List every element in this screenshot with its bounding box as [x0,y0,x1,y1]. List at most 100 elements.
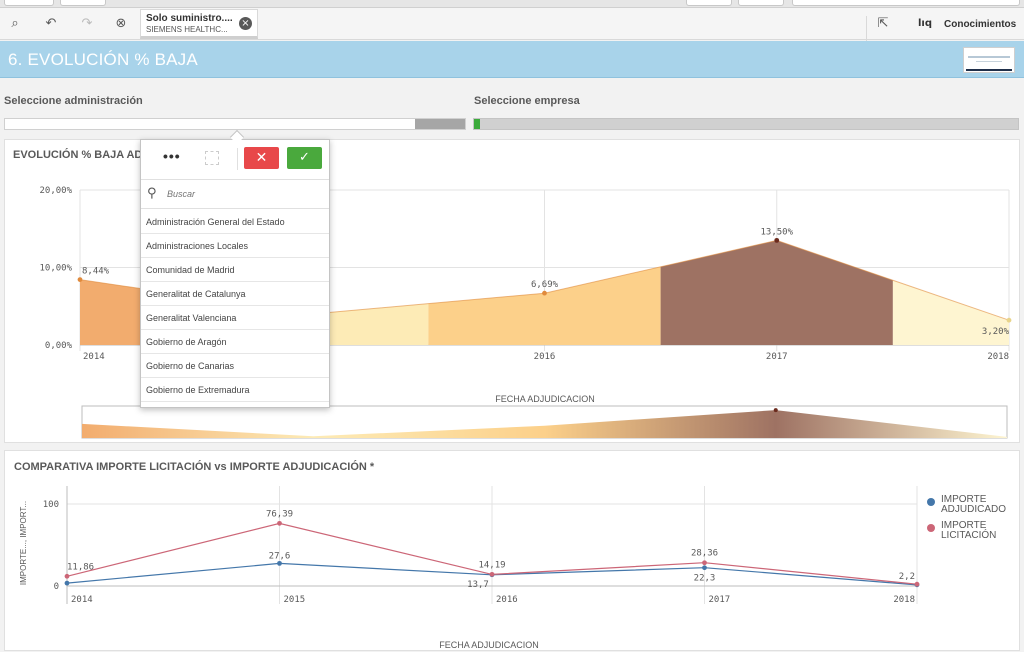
x-tick-label: 2016 [534,352,556,362]
search-box: ⚲ [141,179,329,209]
admin-selection-popup: ••• ✕ ✓ ⚲ Administración General del Est… [140,139,330,408]
nav-button[interactable] [4,0,54,6]
importe-chart-title: COMPARATIVA IMPORTE LICITACIÓN vs IMPORT… [14,461,375,473]
importe-chart-panel: COMPARATIVA IMPORTE LICITACIÓN vs IMPORT… [4,450,1020,651]
admin-filter-label: Seleccione administración [4,95,143,107]
step-forward-icon[interactable]: ↷ [81,16,93,31]
data-label: 3,20% [982,327,1010,337]
company-filter-selected [474,119,480,129]
confirm-selection-button[interactable]: ✓ [287,147,322,169]
data-point [702,560,707,566]
selections-tool-icon[interactable]: ⇱ [877,16,889,31]
mini-chart-point [773,408,778,413]
x-tick-label: 2017 [766,352,788,362]
list-item[interactable]: Gobierno de Extremadura [141,378,329,402]
admin-filter-bar[interactable] [4,118,466,130]
search-input[interactable] [167,185,317,203]
y-tick-label: 10,00% [39,264,72,274]
data-point [489,571,495,577]
x-tick-label: 2014 [83,352,105,362]
data-point [64,573,70,579]
importe-y-axis-title: IMPORTE..., IMPORT... [19,501,28,585]
y-tick-label: 20,00% [39,186,72,196]
admin-filter-excluded [415,119,465,129]
x-tick-label: 2014 [71,595,93,605]
company-logo [963,47,1015,73]
area-band [892,280,1009,345]
data-label: 27,6 [269,551,291,561]
nav-button[interactable] [60,0,106,6]
company-filter-label: Seleccione empresa [474,95,580,107]
step-back-icon[interactable]: ↶ [45,16,57,31]
page-title: 6. EVOLUCIÓN % BAJA [8,50,198,69]
nav-button[interactable] [792,0,1020,6]
importe-x-axis-title: FECHA ADJUDICACION [439,640,539,650]
legend-marker [927,498,935,506]
baja-mini-chart-scrollbar[interactable] [81,405,1008,439]
toolbar-divider [866,16,867,48]
data-label: 13,50% [760,227,793,237]
data-label: 11,86 [67,562,94,572]
selection-chip[interactable]: Solo suministro.... SIEMENS HEALTHC... × [140,9,258,39]
x-tick-label: 2017 [709,595,731,605]
search-icon: ⚲ [147,186,157,201]
y-tick-label: 0 [54,582,59,592]
data-label: 76,39 [266,509,293,519]
popup-divider [237,148,238,170]
mini-chart-area [82,410,1007,438]
list-item[interactable]: Comunidad de Madrid [141,258,329,282]
company-filter-bar[interactable] [473,118,1019,130]
x-tick-label: 2018 [987,352,1009,362]
data-point [914,581,920,587]
admin-list: Administración General del Estado Admini… [141,210,329,402]
data-point [64,580,70,586]
data-point [277,560,282,566]
x-tick-label: 2015 [284,595,306,605]
selection-value: SIEMENS HEALTHC... [146,25,228,34]
data-label: 2,2 [899,572,915,582]
top-strip [0,0,1024,8]
area-band [660,240,893,345]
legend-item[interactable]: IMPORTE LICITACIÓN [941,520,997,541]
nav-button[interactable] [738,0,784,6]
selection-field: Solo suministro.... [146,13,233,24]
x-tick-label: 2016 [496,595,518,605]
data-label: 22,3 [694,574,716,584]
list-item[interactable]: Gobierno de Canarias [141,354,329,378]
list-item[interactable]: Generalitat de Catalunya [141,282,329,306]
y-tick-label: 0,00% [45,341,73,351]
y-tick-label: 100 [43,500,59,510]
legend-item[interactable]: IMPORTE ADJUDICADO [941,494,1007,515]
more-options-button[interactable]: ••• [163,148,181,164]
insights-icon: lıq [918,18,933,29]
data-point [542,290,547,296]
list-item[interactable]: Administración General del Estado [141,210,329,234]
data-point [702,565,707,571]
data-point [277,520,282,526]
importe-line-chart[interactable]: 27,6 13,7 22,3 11,86 76,39 14,19 28,36 2,2 0 100… [5,451,1021,652]
baja-x-axis-title: FECHA ADJUDICACION [495,394,595,404]
data-label: 6,69% [531,280,559,290]
data-label: 13,7 [467,580,489,590]
data-label: 8,44% [82,267,110,277]
close-icon[interactable]: × [239,17,252,30]
list-item[interactable]: Generalitat Valenciana [141,306,329,330]
smart-search-icon[interactable]: ⌕ [11,16,19,31]
list-item[interactable]: Administraciones Locales [141,234,329,258]
x-tick-label: 2018 [893,595,915,605]
data-point [774,237,780,243]
data-label: 28,36 [691,549,718,559]
data-point [1006,317,1012,323]
cancel-selection-button[interactable]: ✕ [244,147,279,169]
legend-marker [927,524,935,532]
sheet-title-bar: 6. EVOLUCIÓN % BAJA [0,41,1024,78]
list-item[interactable]: Gobierno de Aragón [141,330,329,354]
clear-selections-icon[interactable]: ⊗ [115,16,127,31]
area-band [428,266,661,345]
baja-chart-title: EVOLUCIÓN % BAJA AD [13,149,143,161]
clear-selection-icon[interactable] [205,151,219,165]
nav-button[interactable] [686,0,732,6]
insights-button[interactable]: Conocimientos [944,19,1017,30]
data-point [77,277,83,282]
data-label: 14,19 [478,560,505,570]
